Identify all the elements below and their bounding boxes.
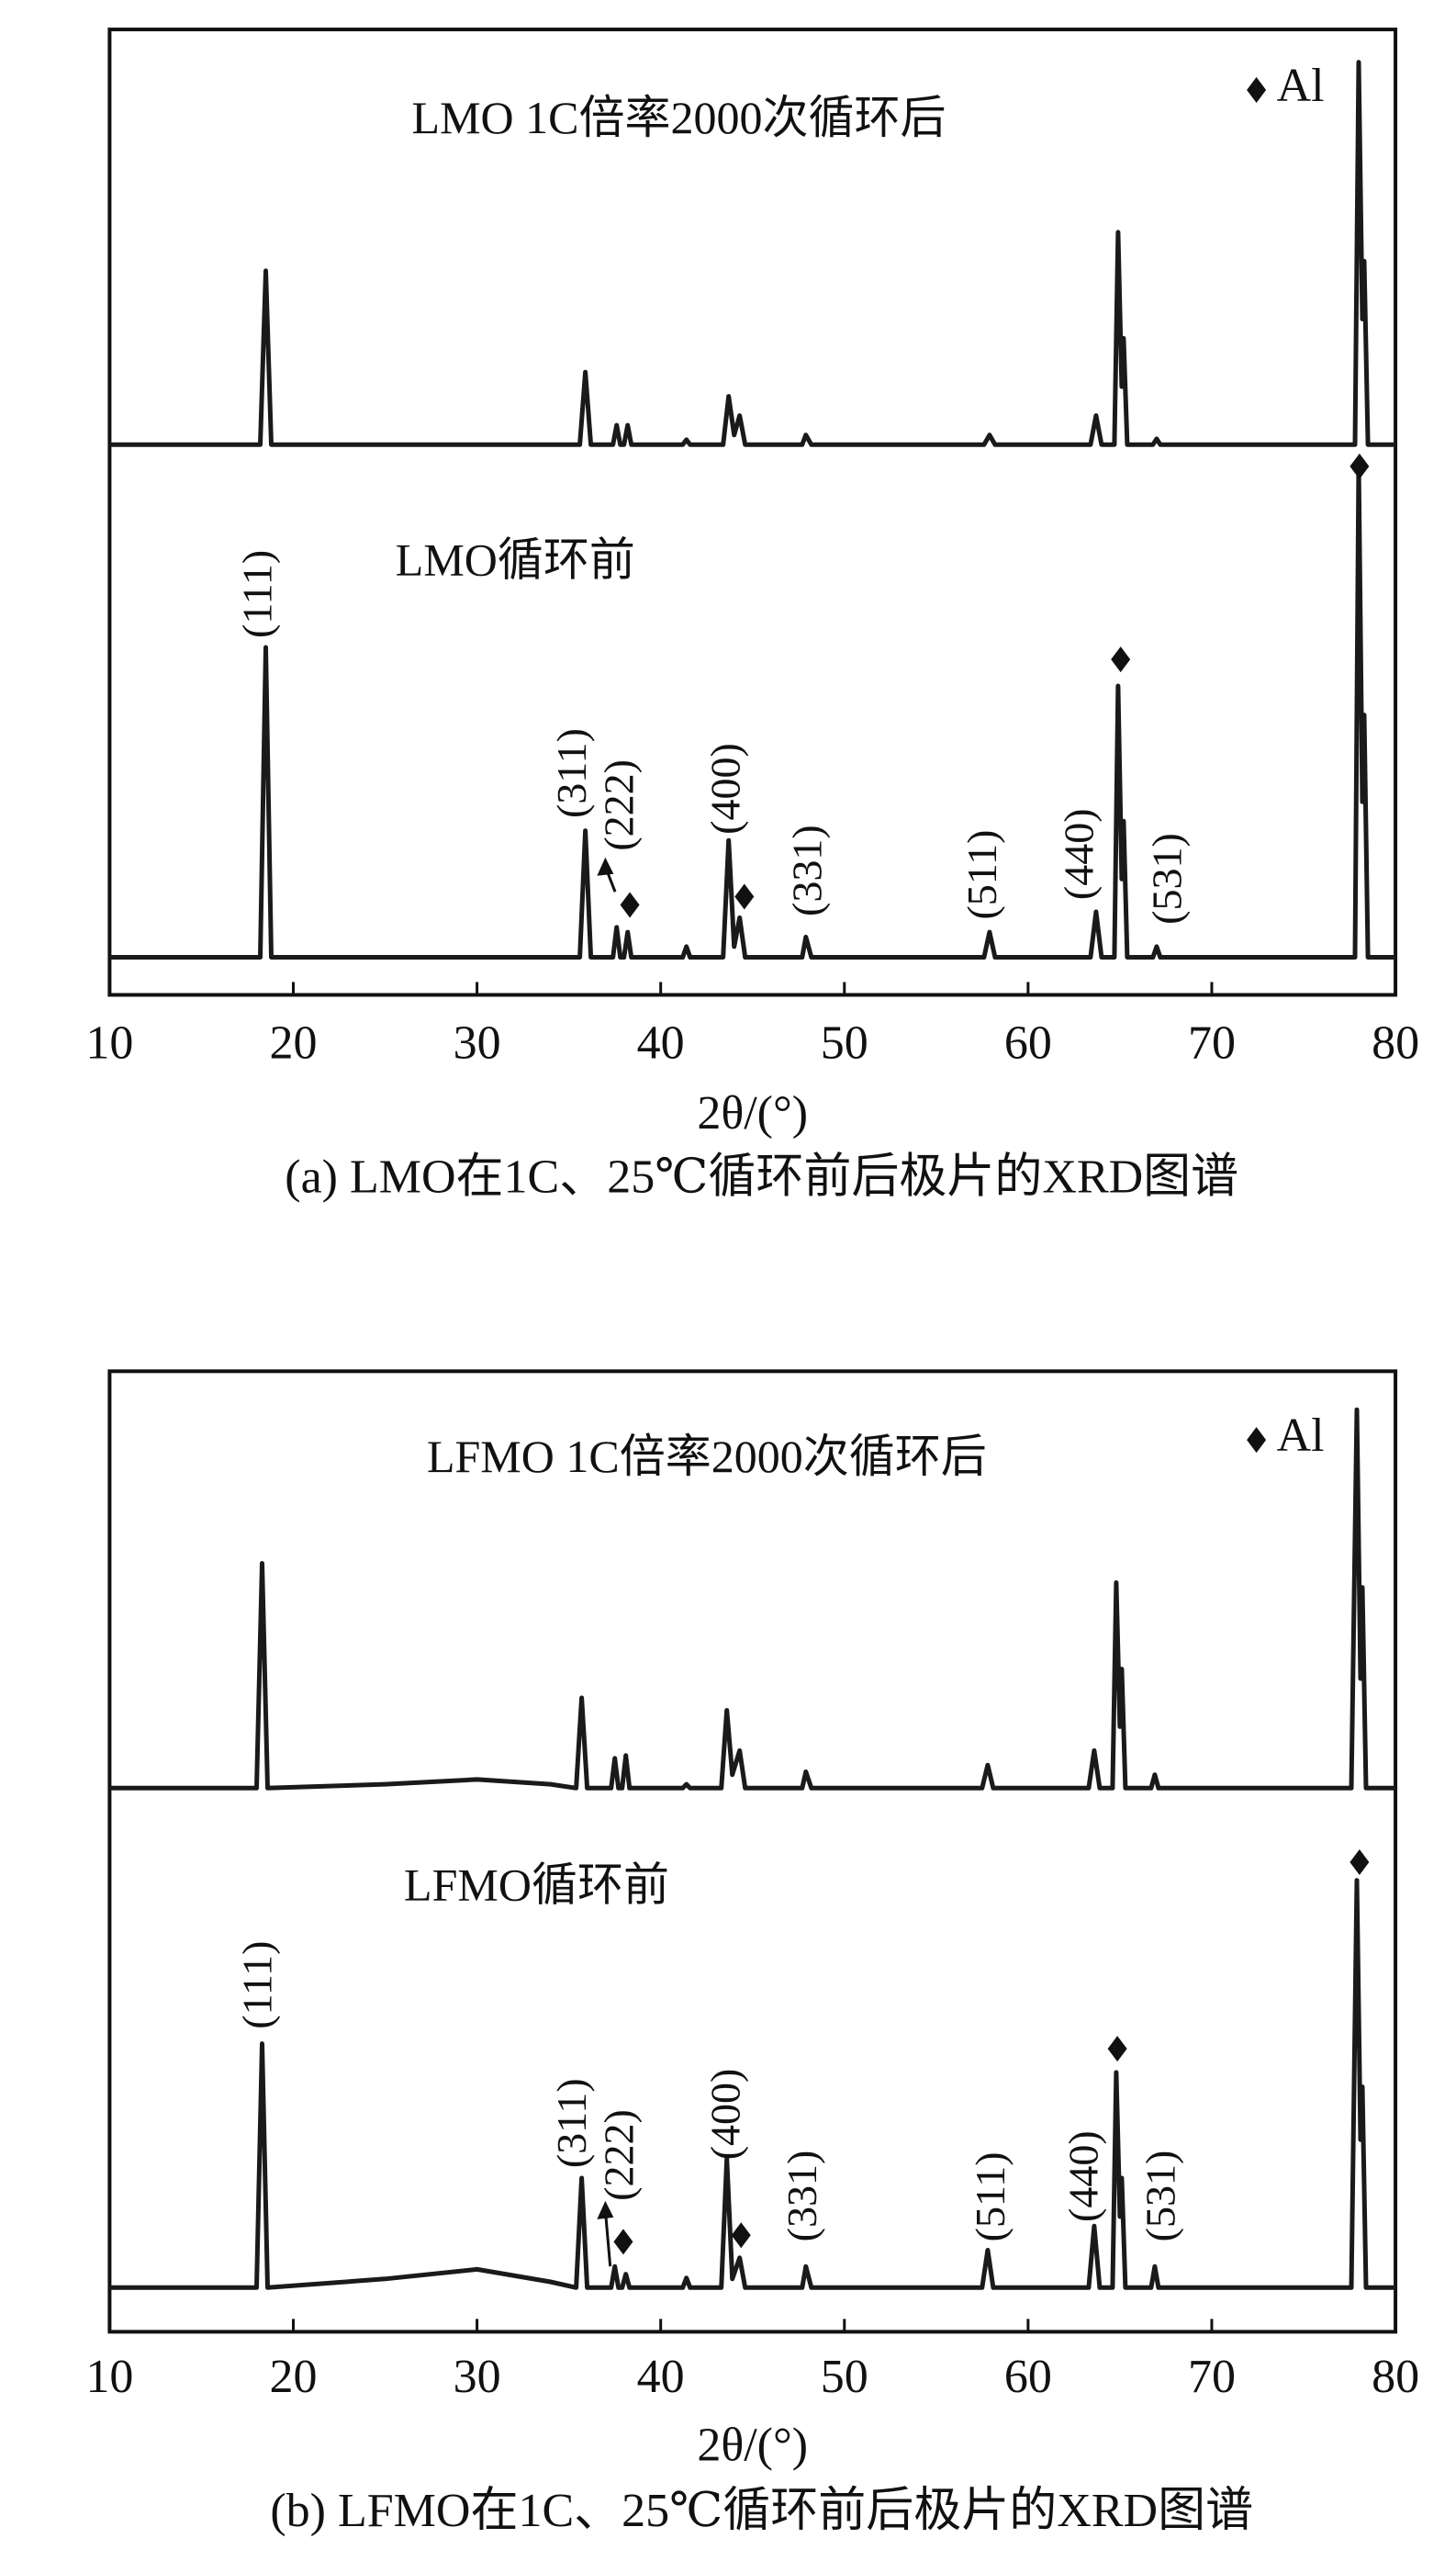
x-tick-label: 50	[821, 1016, 868, 1069]
caption: (b) LFMO在1C、25℃循环前后极片的XRD图谱	[270, 2485, 1253, 2537]
plot-frame	[107, 28, 1398, 997]
x-tick-label: 70	[1188, 2351, 1236, 2403]
x-tick-label: 20	[269, 2351, 317, 2403]
legend-label: Al	[1277, 1410, 1325, 1462]
arrow-shaft	[603, 2209, 612, 2267]
legend-marker	[1247, 1427, 1267, 1454]
peak-label: (331)	[778, 2151, 825, 2242]
peak-label: (222)	[596, 2109, 643, 2201]
x-tick-label: 30	[454, 1016, 501, 1069]
xrd-pattern	[109, 60, 1396, 447]
series-label: LMO 1C倍率2000次循环后	[412, 92, 946, 143]
x-tick-label: 60	[1004, 1016, 1052, 1069]
peak-label: (440)	[1055, 808, 1102, 900]
x-axis-label: 2θ/(°)	[697, 2420, 808, 2472]
peak-label: (311)	[548, 728, 595, 818]
al-marker	[1350, 453, 1370, 479]
x-tick-label: 40	[637, 2351, 685, 2403]
xrd-pattern	[109, 1407, 1396, 1791]
x-axis-label: 2θ/(°)	[697, 1087, 808, 1140]
x-tick-label: 80	[1372, 1016, 1419, 1069]
peak-label: (440)	[1060, 2130, 1107, 2222]
al-marker	[1350, 1848, 1370, 1875]
peak-label: (531)	[1143, 833, 1190, 925]
x-tick-label: 50	[821, 2351, 868, 2403]
peak-label: (531)	[1137, 2151, 1183, 2242]
x-tick-label: 10	[85, 1016, 133, 1069]
al-marker	[620, 892, 640, 918]
peak-label: (511)	[967, 2151, 1014, 2241]
series-label: LMO循环前	[396, 533, 635, 585]
x-tick-label: 40	[637, 1016, 685, 1069]
caption: (a) LMO在1C、25℃循环前后极片的XRD图谱	[285, 1151, 1238, 1204]
al-marker	[734, 883, 755, 910]
al-marker	[1111, 646, 1131, 673]
al-marker	[613, 2229, 633, 2255]
plot-frame	[107, 1369, 1398, 2334]
peak-label: (111)	[234, 550, 281, 638]
peak-label: (400)	[701, 2069, 748, 2161]
peak-label: (400)	[701, 743, 748, 835]
peak-label: (331)	[783, 825, 830, 916]
x-tick-label: 20	[269, 1016, 317, 1069]
xrd-pattern	[109, 1878, 1396, 2290]
al-marker	[731, 2222, 751, 2249]
series-label: LFMO 1C倍率2000次循环后	[427, 1431, 987, 1482]
peak-label: (222)	[596, 759, 643, 851]
series-label: LFMO循环前	[404, 1859, 669, 1911]
x-tick-label: 30	[454, 2351, 501, 2403]
peak-label: (311)	[548, 2078, 595, 2168]
peak-label: (511)	[958, 830, 1005, 920]
x-tick-label: 80	[1372, 2351, 1419, 2403]
legend-label: Al	[1277, 60, 1325, 112]
arrow-head	[597, 857, 614, 876]
arrow-head	[597, 2200, 614, 2219]
al-marker	[1107, 2036, 1127, 2062]
x-tick-label: 60	[1004, 2351, 1052, 2403]
peak-label: (111)	[234, 1940, 281, 2028]
x-tick-label: 10	[85, 2351, 133, 2403]
legend-marker	[1247, 77, 1267, 104]
xrd-pattern	[109, 461, 1396, 960]
x-tick-label: 70	[1188, 1016, 1236, 1069]
